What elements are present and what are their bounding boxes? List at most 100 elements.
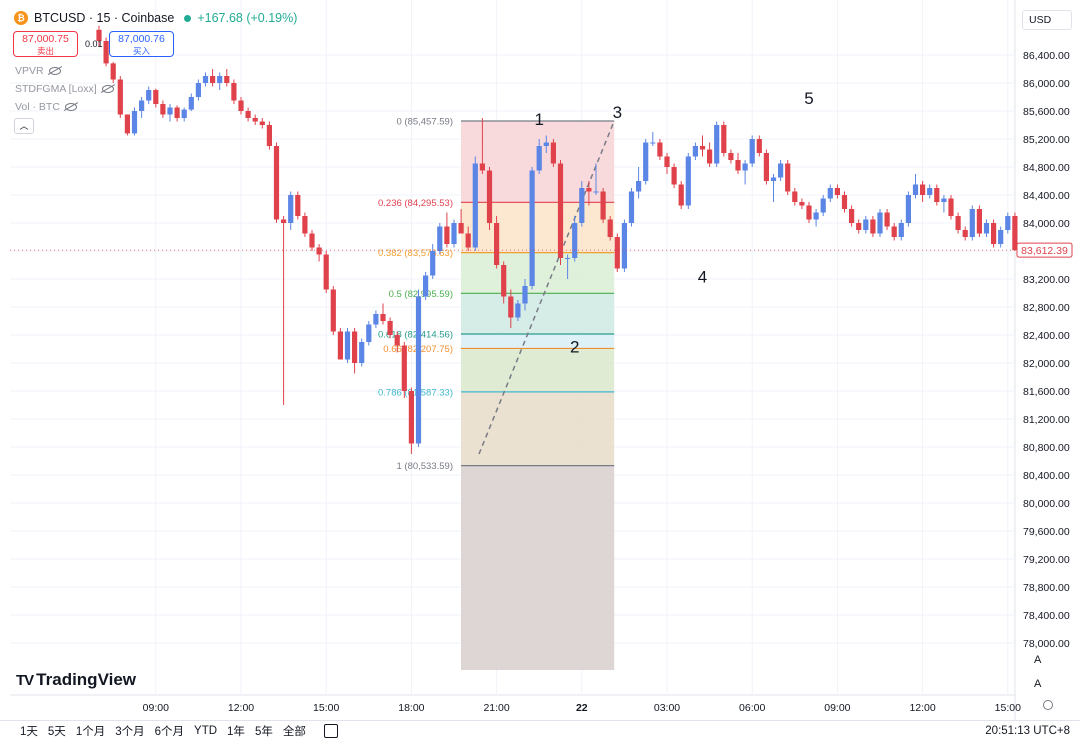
candle [210, 69, 216, 87]
indicator-vpvr[interactable]: VPVR [15, 65, 61, 77]
candle-body [920, 184, 926, 195]
candle-body [778, 163, 784, 178]
candle [884, 209, 890, 230]
candle [472, 156, 478, 251]
candle [714, 121, 720, 167]
candle-body [373, 314, 379, 325]
candle-body [181, 109, 187, 118]
candle [181, 107, 187, 122]
candle-body [905, 195, 911, 223]
candle [515, 300, 521, 321]
timeframe-1y[interactable]: 1年 [227, 726, 245, 738]
candle-body [266, 125, 272, 146]
candle-body [295, 195, 301, 216]
buy-button[interactable]: 87,000.76 买入 [109, 31, 174, 57]
sell-button[interactable]: 87,000.75 卖出 [13, 31, 78, 57]
candle [394, 331, 400, 353]
candle [195, 79, 201, 101]
candle-body [749, 139, 755, 164]
timeframe-all[interactable]: 全部 [282, 726, 306, 738]
eye-hidden-icon[interactable] [64, 103, 77, 111]
time-tick-label: 03:00 [654, 702, 680, 714]
candle-body [543, 142, 549, 146]
candle [1005, 212, 1011, 234]
candle-body [117, 79, 123, 115]
candle [813, 209, 819, 227]
timeframe-1m[interactable]: 1个月 [75, 726, 106, 738]
candle-body [628, 191, 635, 223]
timeframe-1d[interactable]: 1天 [20, 726, 38, 738]
candle [849, 205, 855, 227]
candle-body [423, 275, 429, 297]
candle-body [820, 198, 826, 213]
time-tick-label: 22 [576, 702, 588, 714]
candle-body [600, 191, 606, 220]
timeframe-3m[interactable]: 3个月 [115, 726, 145, 738]
candle-body [501, 265, 507, 297]
fib-zone [461, 391, 615, 466]
wave-label: 2 [570, 338, 579, 357]
symbol-header[interactable]: ₿ BTCUSD · 15 · Coinbase +167.68 (+0.19%… [14, 11, 297, 25]
fib-trend-line [478, 120, 615, 455]
candle [217, 72, 223, 90]
clock[interactable]: 20:51:13 UTC+8 [985, 725, 1070, 737]
candle [671, 163, 677, 188]
timeframe-5y[interactable]: 5年 [254, 726, 273, 738]
timeframe-ytd[interactable]: YTD [194, 725, 218, 737]
candle [224, 69, 230, 87]
price-tick-label: 81,600.00 [1023, 386, 1070, 398]
candle-body [664, 156, 670, 167]
candle [614, 233, 620, 272]
candle [330, 286, 336, 335]
candle [976, 205, 982, 237]
eye-hidden-icon[interactable] [48, 67, 61, 75]
candle-body [1005, 216, 1011, 230]
price-tick-label: 86,000.00 [1023, 78, 1070, 90]
compare-icon[interactable] [323, 724, 338, 738]
settings-icon[interactable] [1043, 700, 1053, 710]
candle [778, 160, 784, 181]
candle [628, 188, 635, 227]
collapse-indicators-button[interactable]: ︿ [14, 118, 34, 134]
auto-scale-time-button[interactable]: A [1034, 678, 1042, 690]
candle-body [288, 195, 294, 223]
candle-body [330, 289, 336, 332]
candle [309, 230, 315, 251]
candle-body [259, 121, 265, 125]
eye-hidden-icon[interactable] [101, 85, 114, 93]
indicator-stdfgma[interactable]: STDFGMA [Loxx] [15, 83, 114, 95]
tradingview-logo[interactable]: TV TradingView [16, 670, 136, 690]
indicator-volume[interactable]: Vol · BTC [15, 101, 77, 113]
time-tick-label: 09:00 [143, 702, 169, 714]
fib-level-label: 1 (80,533.59) [396, 461, 453, 472]
candle [742, 160, 748, 185]
candle [295, 191, 301, 220]
bitcoin-icon: ₿ [14, 11, 28, 25]
timeframe-5d[interactable]: 5天 [47, 726, 66, 738]
candle-body [948, 198, 954, 216]
candle [664, 153, 670, 174]
candle-body [103, 41, 109, 64]
candle-body [806, 205, 812, 220]
candle-body [586, 188, 592, 192]
currency-selector[interactable]: USD [1022, 10, 1072, 30]
candle [593, 163, 599, 195]
symbol-title[interactable]: BTCUSD · 15 · Coinbase [34, 11, 175, 25]
candle-body [131, 111, 138, 134]
fib-zone [461, 252, 615, 294]
timeframe-6m[interactable]: 6个月 [154, 726, 185, 738]
candle [749, 135, 755, 167]
candle-body [352, 331, 358, 363]
price-tick-label: 84,800.00 [1023, 162, 1070, 174]
candle-body [153, 90, 159, 104]
candle-body [96, 29, 102, 41]
candle [373, 310, 379, 328]
candle [941, 195, 947, 213]
auto-scale-button[interactable]: A [1034, 654, 1042, 666]
candle [252, 114, 258, 125]
candle [721, 121, 727, 157]
price-tick-label: 79,200.00 [1023, 554, 1070, 566]
candle-body [579, 188, 585, 223]
candle-body [898, 223, 904, 237]
